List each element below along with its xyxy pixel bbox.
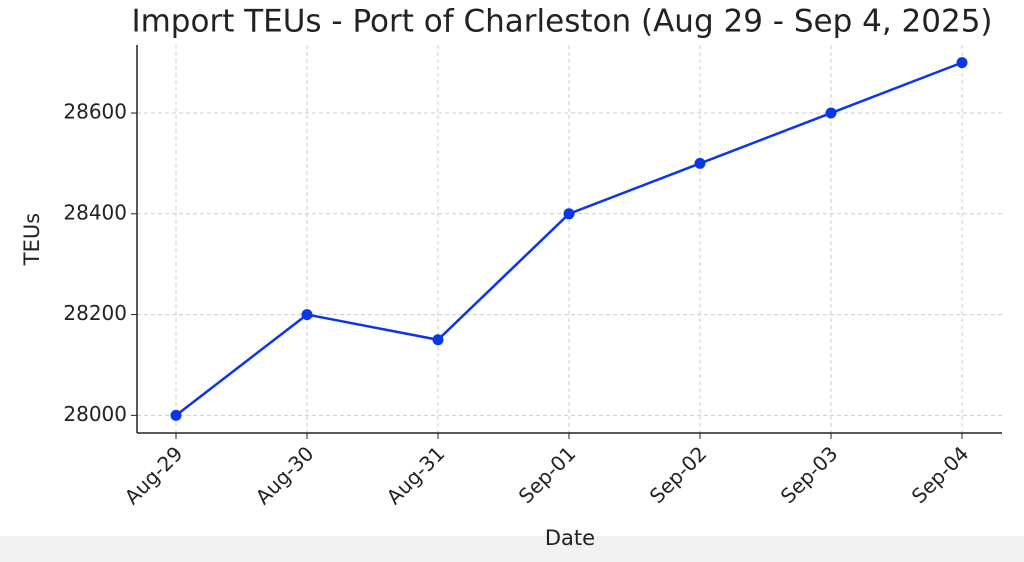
x-tick-label: Aug-31 bbox=[382, 441, 450, 509]
chart-title: Import TEUs - Port of Charleston (Aug 29… bbox=[131, 4, 992, 40]
point bbox=[432, 334, 444, 346]
y-axis-label: TEUs bbox=[20, 213, 44, 266]
point bbox=[956, 57, 968, 69]
x-tick-label: Sep-02 bbox=[645, 441, 712, 508]
y-tick-label: 28000 bbox=[63, 402, 127, 426]
x-axis-label: Date bbox=[545, 526, 595, 550]
x-tick-label: Sep-03 bbox=[776, 441, 843, 508]
y-tick-label: 28600 bbox=[63, 100, 127, 124]
point bbox=[170, 409, 182, 421]
bottom-strip bbox=[0, 536, 1024, 562]
point bbox=[301, 309, 313, 321]
x-tick-label: Sep-01 bbox=[514, 441, 581, 508]
point bbox=[825, 107, 837, 119]
x-tick-label: Aug-29 bbox=[120, 441, 188, 509]
x-tick-label: Aug-30 bbox=[251, 441, 319, 509]
point bbox=[563, 208, 575, 220]
y-tick-label: 28200 bbox=[63, 301, 127, 325]
point bbox=[694, 157, 706, 169]
x-tick-label: Sep-04 bbox=[907, 441, 974, 508]
y-tick-label: 28400 bbox=[63, 200, 127, 224]
